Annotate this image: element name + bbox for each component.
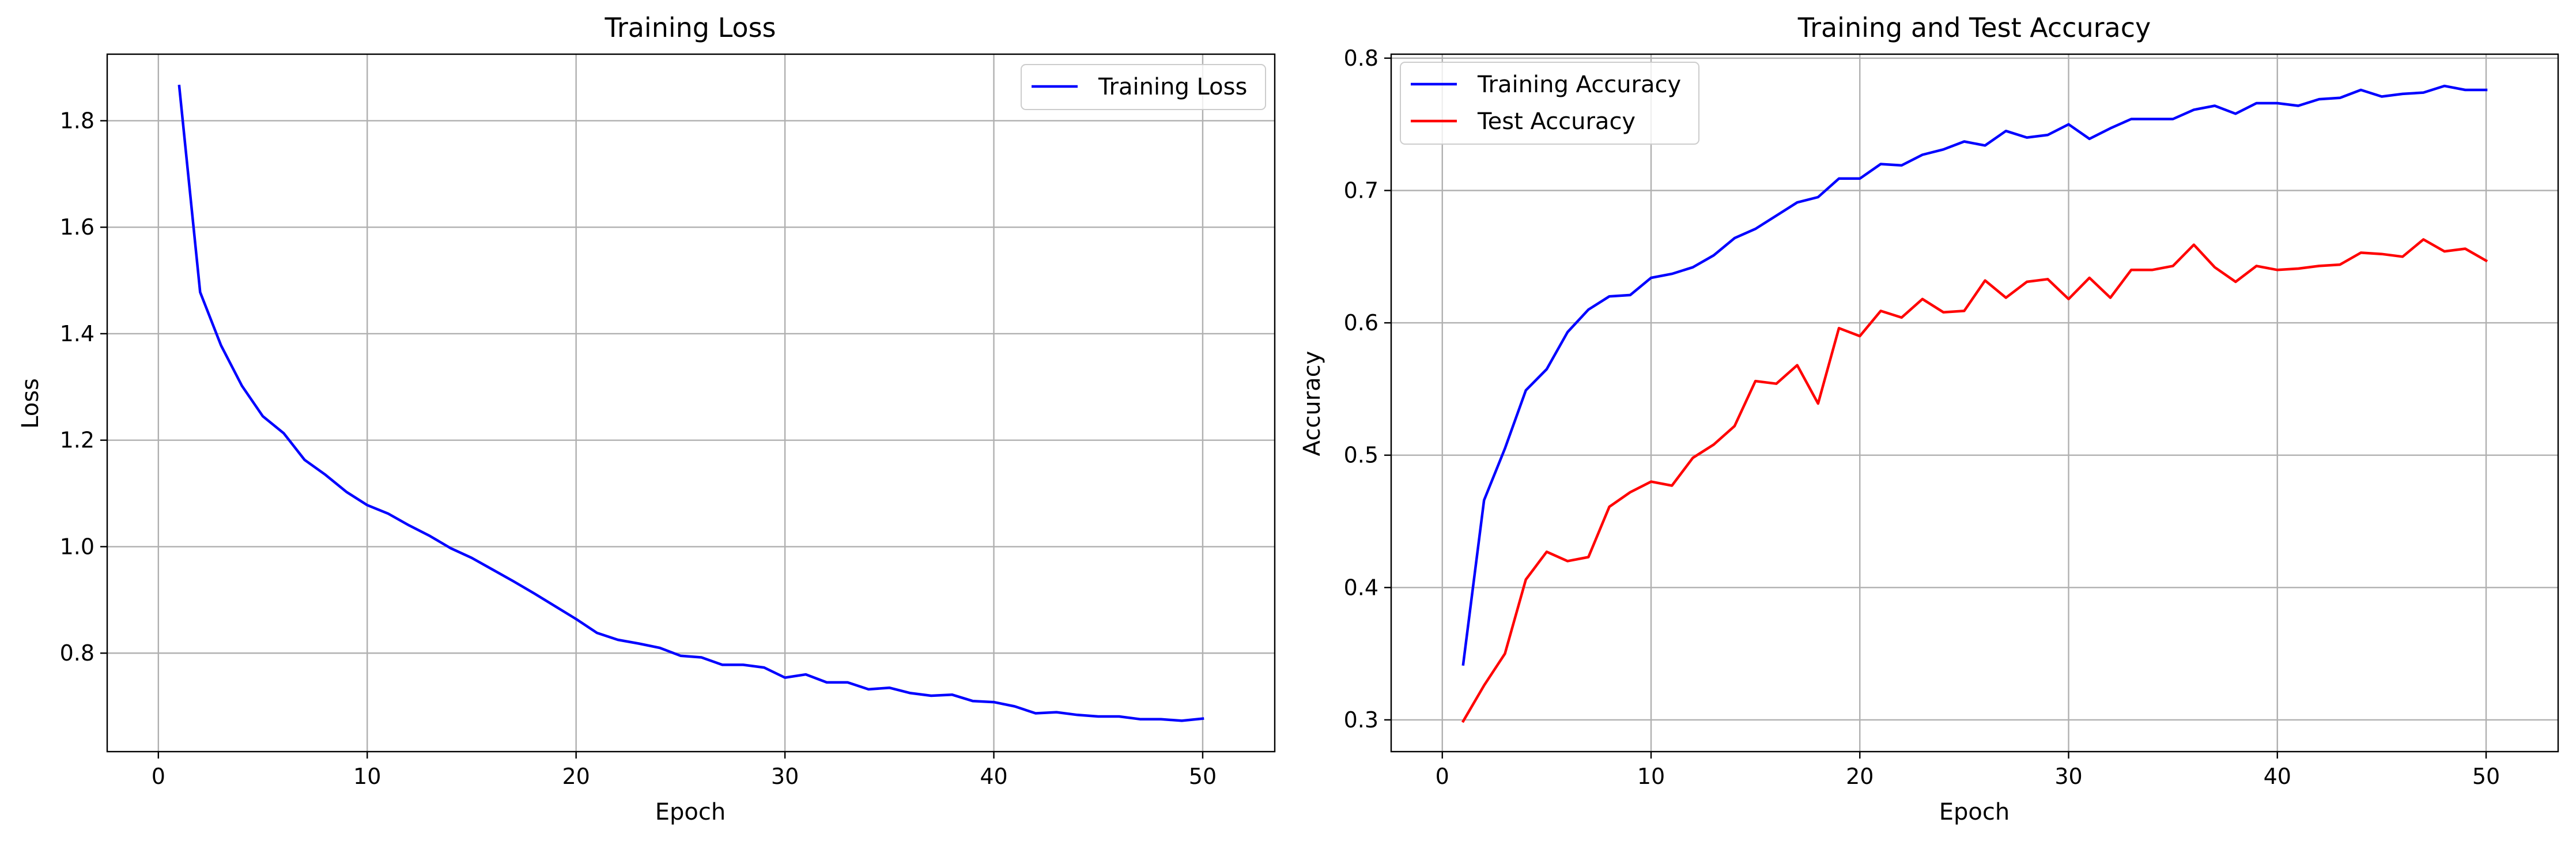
loss-x-tick-label: 30 (771, 764, 799, 789)
accuracy-y-tick-label: 0.3 (1344, 707, 1378, 733)
accuracy-chart: Training and Test Accuracy 0 10 20 30 40 50 0.… (1299, 12, 2559, 825)
accuracy-chart-title: Training and Test Accuracy (1797, 12, 2151, 43)
accuracy-x-tick-label: 30 (2054, 764, 2082, 789)
loss-chart-ticks: 0 10 20 30 40 50 0.8 1.0 1.2 1.4 1.6 1.8 (60, 108, 1217, 789)
loss-x-tick-label: 40 (980, 764, 1007, 789)
loss-y-tick-label: 1.0 (60, 534, 95, 559)
accuracy-y-tick-label: 0.7 (1344, 178, 1378, 203)
accuracy-chart-frame (1390, 53, 2559, 753)
loss-legend-label-training-loss: Training Loss (1098, 74, 1247, 100)
accuracy-series-test-accuracy (1461, 238, 2488, 723)
loss-chart-legend: Training Loss (1021, 64, 1266, 110)
accuracy-chart-ylabel: Accuracy (1299, 351, 1325, 457)
accuracy-y-tick-label: 0.5 (1344, 443, 1378, 468)
loss-legend-box (1021, 64, 1266, 110)
accuracy-x-tick-label: 10 (1637, 764, 1665, 789)
loss-x-tick-label: 20 (562, 764, 590, 789)
accuracy-x-tick-label: 20 (1846, 764, 1874, 789)
accuracy-x-tick-label: 50 (2472, 764, 2500, 789)
accuracy-y-tick-label: 0.8 (1344, 46, 1378, 71)
loss-chart-title: Training Loss (604, 12, 776, 43)
accuracy-y-tick-label: 0.6 (1344, 310, 1378, 335)
loss-x-tick-label: 0 (152, 764, 165, 789)
accuracy-legend-box (1400, 62, 1699, 145)
accuracy-x-tick-label: 0 (1436, 764, 1449, 789)
loss-series-training-loss (177, 84, 1204, 722)
accuracy-legend-label-test-accuracy: Test Accuracy (1477, 108, 1636, 135)
loss-y-tick-label: 1.6 (60, 214, 95, 240)
accuracy-x-tick-label: 40 (2264, 764, 2291, 789)
accuracy-chart-xlabel: Epoch (1939, 799, 2010, 825)
loss-y-tick-label: 0.8 (60, 640, 95, 666)
accuracy-series-training-accuracy (1461, 84, 2488, 666)
loss-x-tick-label: 10 (353, 764, 381, 789)
loss-y-tick-label: 1.4 (60, 321, 95, 346)
loss-y-tick-label: 1.8 (60, 108, 95, 133)
loss-chart-series (177, 84, 1204, 722)
accuracy-legend-label-training-accuracy: Training Accuracy (1477, 71, 1681, 98)
accuracy-chart-legend: Training Accuracy Test Accuracy (1400, 62, 1699, 145)
loss-chart-ylabel: Loss (17, 378, 44, 429)
loss-y-tick-label: 1.2 (60, 428, 95, 453)
loss-chart-xlabel: Epoch (655, 799, 726, 825)
loss-chart-grid (107, 54, 1275, 752)
accuracy-chart-ticks: 0 10 20 30 40 50 0.3 0.4 0.5 0.6 0.7 0.8 (1344, 46, 2501, 789)
accuracy-chart-series (1461, 84, 2488, 723)
accuracy-chart-grid (1391, 54, 2558, 752)
loss-x-tick-label: 50 (1189, 764, 1217, 789)
loss-chart: Training Loss 0 10 20 30 40 50 0.8 1.0 1.2 1.4 1.6… (17, 12, 1276, 825)
accuracy-y-tick-label: 0.4 (1344, 575, 1378, 600)
loss-chart-frame (106, 53, 1276, 753)
